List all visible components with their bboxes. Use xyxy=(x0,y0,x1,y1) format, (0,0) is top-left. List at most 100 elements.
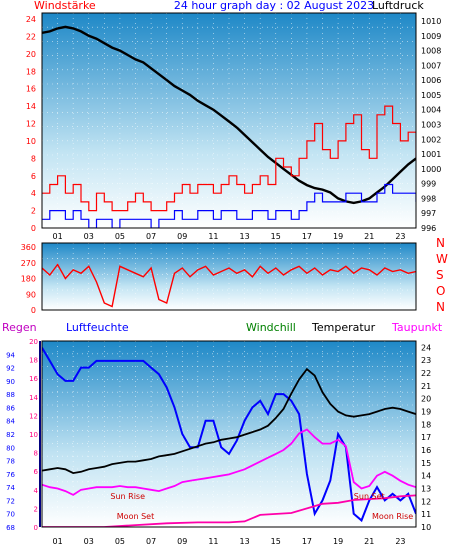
compass-tick: W xyxy=(436,252,448,266)
rain-axis-tick: 12 xyxy=(29,412,38,420)
series-line-1 xyxy=(42,367,416,475)
hour-tick: 21 xyxy=(364,232,374,241)
hour-tick: 05 xyxy=(115,232,125,241)
hour-tick: 09 xyxy=(177,537,187,546)
humidity-axis-tick: 70 xyxy=(6,511,15,519)
humidity-axis-tick: 76 xyxy=(6,471,15,479)
temperature-axis-tick: 13 xyxy=(421,485,431,494)
pressure-axis-tick: 1003 xyxy=(421,121,441,130)
sun-annotation: Sun Set xyxy=(354,492,385,501)
hour-tick: 13 xyxy=(239,537,249,546)
direction-line-0 xyxy=(42,263,416,308)
temperature-axis-tick: 23 xyxy=(421,356,431,365)
wind-axis-tick: 10 xyxy=(26,137,36,146)
compass-tick: O xyxy=(436,284,445,298)
sun-annotation: Sun Rise xyxy=(110,492,145,501)
series-line-1 xyxy=(42,105,416,212)
humidity-axis-tick: 88 xyxy=(6,391,15,399)
pressure-axis-tick: 1000 xyxy=(421,165,441,174)
hour-tick: 23 xyxy=(395,232,405,241)
humidity-axis-tick: 80 xyxy=(6,444,15,452)
series-line-3 xyxy=(42,494,416,527)
hour-tick: 07 xyxy=(146,537,156,546)
compass-tick: S xyxy=(436,268,444,282)
wind-axis-tick: 24 xyxy=(26,15,36,24)
hour-tick: 13 xyxy=(239,232,249,241)
humidity-axis-tick: 68 xyxy=(6,524,15,532)
wind-axis-tick: 20 xyxy=(26,50,36,59)
rain-axis-tick: 2 xyxy=(34,505,38,513)
temperature-axis-tick: 17 xyxy=(421,433,431,442)
wind-axis-tick: 0 xyxy=(31,224,36,233)
rain-axis-tick: 16 xyxy=(29,375,38,383)
page-title: 24 hour graph day : 02 August 2023 xyxy=(174,0,374,12)
temperature-axis-tick: 18 xyxy=(421,420,431,429)
compass-tick: N xyxy=(436,236,445,250)
series-line-0 xyxy=(42,347,416,523)
rain-axis-tick: 6 xyxy=(34,468,39,476)
dewpoint-label: Taupunkt xyxy=(391,321,443,334)
pressure-axis-tick: 997 xyxy=(421,209,436,218)
moon-annotation: Moon Rise xyxy=(372,512,413,521)
pressure-axis-tick: 1009 xyxy=(421,32,441,41)
wind-axis-tick: 2 xyxy=(31,207,36,216)
temperature-axis-tick: 19 xyxy=(421,408,431,417)
moon-annotation: Moon Set xyxy=(117,512,154,521)
wind-strength-label: Windstärke xyxy=(34,0,96,12)
rain-axis-tick: 4 xyxy=(34,487,39,495)
temperature-axis-tick: 24 xyxy=(421,343,431,352)
humidity-axis-tick: 92 xyxy=(6,365,15,373)
temperature-axis-tick: 15 xyxy=(421,459,431,468)
hour-tick: 05 xyxy=(115,537,125,546)
humidity-axis-tick: 74 xyxy=(6,484,15,492)
wind-axis-tick: 12 xyxy=(26,120,36,129)
hour-tick: 19 xyxy=(333,537,343,546)
hour-tick: 23 xyxy=(395,537,405,546)
temperature-label: Temperatur xyxy=(311,321,376,334)
pressure-axis-tick: 1002 xyxy=(421,135,441,144)
pressure-label: Luftdruck xyxy=(372,0,424,12)
pressure-axis-tick: 1010 xyxy=(421,17,441,26)
hour-tick: 15 xyxy=(271,232,281,241)
temperature-axis-tick: 16 xyxy=(421,446,431,455)
compass-tick: N xyxy=(436,300,445,314)
hour-tick: 09 xyxy=(177,232,187,241)
pressure-axis-tick: 998 xyxy=(421,194,436,203)
wind-axis-tick: 4 xyxy=(31,189,36,198)
hour-tick: 11 xyxy=(208,537,218,546)
rain-axis-tick: 18 xyxy=(29,357,38,365)
hour-tick: 03 xyxy=(84,537,94,546)
humidity-axis-tick: 82 xyxy=(6,431,15,439)
hour-tick: 11 xyxy=(208,232,218,241)
temperature-axis-tick: 21 xyxy=(421,382,431,391)
temperature-axis-tick: 10 xyxy=(421,523,431,532)
direction-axis-tick: 270 xyxy=(21,259,36,268)
hour-tick: 15 xyxy=(271,537,281,546)
temperature-axis-tick: 22 xyxy=(421,369,431,378)
wind-axis-tick: 18 xyxy=(26,67,36,76)
rain-axis-tick: 20 xyxy=(29,338,38,346)
pressure-axis-tick: 1004 xyxy=(421,106,441,115)
hour-tick: 17 xyxy=(302,232,312,241)
temperature-axis-tick: 12 xyxy=(421,497,431,506)
hour-tick: 01 xyxy=(52,232,62,241)
pressure-axis-tick: 1007 xyxy=(421,61,441,70)
hour-tick: 03 xyxy=(84,232,94,241)
wind-axis-tick: 16 xyxy=(26,85,36,94)
humidity-axis-tick: 86 xyxy=(6,404,15,412)
pressure-axis-tick: 1008 xyxy=(421,47,441,56)
humidity-axis-tick: 94 xyxy=(6,351,15,359)
rain-axis-tick: 14 xyxy=(29,394,38,402)
hour-tick: 19 xyxy=(333,232,343,241)
humidity-axis-tick: 78 xyxy=(6,458,15,466)
temperature-axis-tick: 14 xyxy=(421,472,431,481)
rain-axis-tick: 0 xyxy=(34,524,38,532)
wind-axis-tick: 8 xyxy=(31,154,36,163)
pressure-axis-tick: 1001 xyxy=(421,150,441,159)
series-line-0 xyxy=(42,25,416,205)
pressure-axis-tick: 996 xyxy=(421,224,436,233)
direction-axis-tick: 90 xyxy=(26,290,36,299)
rain-axis-tick: 10 xyxy=(29,431,38,439)
